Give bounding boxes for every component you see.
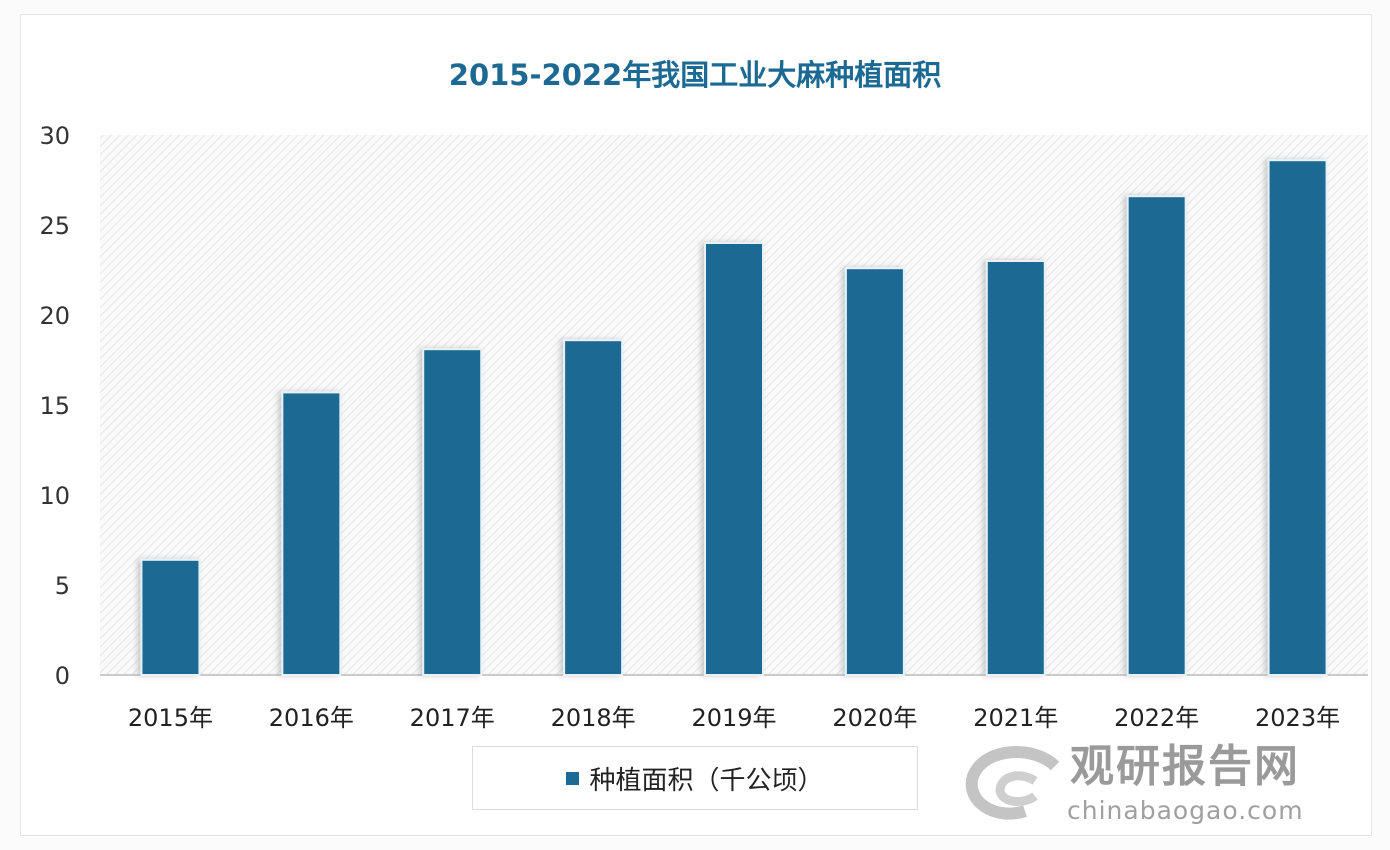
x-tick-label: 2019年 [691,704,776,732]
y-tick-label: 5 [55,572,70,600]
bar [1126,195,1187,676]
bar [140,558,201,676]
chart-title: 2015-2022年我国工业大麻种植面积 [448,58,942,92]
x-tick-label: 2020年 [832,704,917,732]
x-tick-label: 2023年 [1255,704,1340,732]
y-tick-label: 30 [39,122,70,150]
y-tick-label: 20 [39,302,70,330]
watermark-en: chinabaogao.com [1067,796,1304,825]
x-tick-label: 2017年 [410,704,495,732]
y-tick-label: 10 [39,482,70,510]
y-tick-label: 0 [55,662,70,690]
legend: 种植面积（千公顷） [472,746,918,810]
x-tick-label: 2018年 [551,704,636,732]
x-tick-label: 2022年 [1114,704,1199,732]
watermark-swirl-icon [965,746,1060,820]
watermark-cn: 观研报告网 [1070,741,1300,792]
x-tick-label: 2016年 [269,704,354,732]
bar [985,260,1046,676]
y-tick-label: 25 [39,212,70,240]
legend-label: 种植面积（千公顷） [589,765,824,796]
bar [1267,159,1328,676]
x-tick-label: 2021年 [973,704,1058,732]
bar [563,339,624,676]
legend-swatch [566,771,580,785]
bar [422,348,483,676]
bar [844,267,905,676]
watermark-logo: 观研报告网 chinabaogao.com [965,742,1345,830]
x-tick-label: 2015年 [128,704,213,732]
y-tick-label: 15 [39,392,70,420]
bar [704,242,764,676]
bar [281,391,342,676]
